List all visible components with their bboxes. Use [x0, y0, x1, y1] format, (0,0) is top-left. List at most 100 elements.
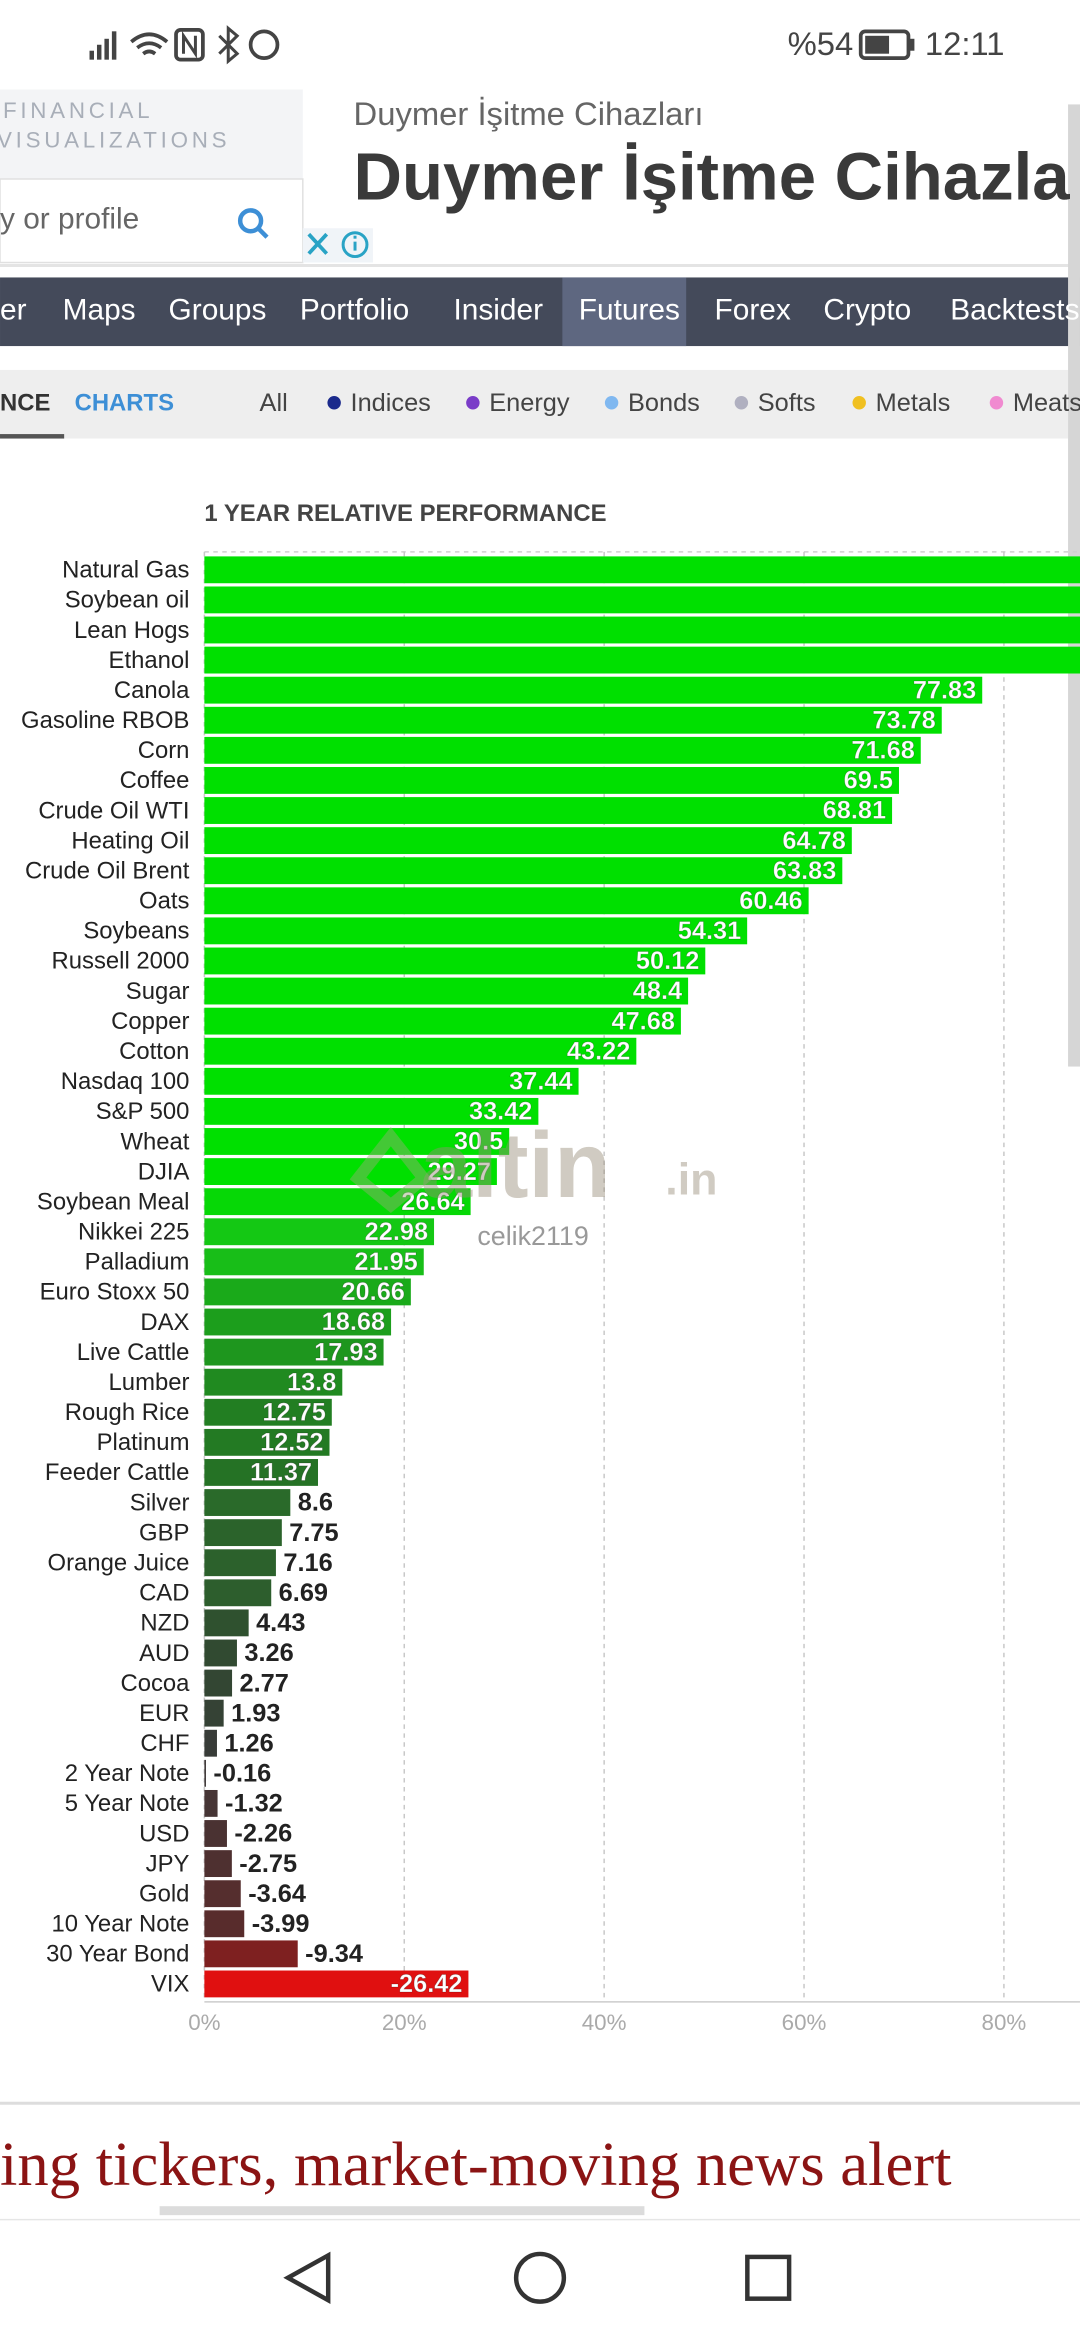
category-label: Heating Oil — [71, 827, 189, 854]
category-label: Crude Oil Brent — [25, 857, 190, 884]
bar — [204, 676, 983, 704]
logo-box — [0, 89, 303, 180]
back-button[interactable] — [283, 2251, 331, 2304]
filter[interactable]: Energy — [489, 389, 570, 417]
value-label: 2.77 — [240, 1669, 289, 1697]
value-label: 69.5 — [844, 767, 893, 795]
recents-button[interactable] — [745, 2254, 792, 2301]
filter[interactable]: Softs — [758, 389, 816, 417]
tab[interactable]: NCE — [0, 390, 50, 417]
bar — [204, 1428, 330, 1456]
value-label: 11.37 — [250, 1459, 312, 1487]
value-label: 64.78 — [782, 827, 845, 855]
category-label: Gold — [139, 1880, 189, 1907]
category-label: NZD — [140, 1610, 189, 1637]
value-label: 8.6 — [298, 1489, 333, 1517]
nav-item[interactable]: er — [0, 294, 27, 327]
value-label: -2.26 — [234, 1820, 292, 1848]
value-label: -3.99 — [252, 1910, 310, 1938]
category-label: 5 Year Note — [65, 1790, 190, 1817]
bar — [204, 977, 689, 1005]
bar — [204, 1639, 237, 1667]
nav-item[interactable]: Portfolio — [300, 294, 409, 327]
system-nav — [0, 2219, 1080, 2340]
value-label: 1.93 — [231, 1699, 280, 1727]
category-label: Copper — [111, 1008, 189, 1035]
bar — [204, 1338, 384, 1366]
category-label: Live Cattle — [77, 1339, 190, 1366]
value-label: -26.42 — [391, 1970, 463, 1998]
bar — [204, 1308, 392, 1336]
bar — [204, 917, 748, 945]
category-label: EUR — [139, 1700, 189, 1727]
value-label: 43.22 — [567, 1037, 630, 1065]
value-label: 30.5 — [454, 1128, 503, 1156]
search-box[interactable] — [0, 178, 304, 264]
value-label: 7.75 — [289, 1519, 338, 1547]
category-label: Nasdaq 100 — [61, 1068, 190, 1095]
value-label: 29.27 — [428, 1158, 491, 1186]
tab[interactable]: CHARTS — [75, 390, 174, 417]
bar — [204, 1669, 233, 1697]
nav-item[interactable]: Insider — [453, 294, 543, 327]
bar — [204, 1368, 343, 1396]
bar — [204, 1128, 510, 1155]
bar — [204, 1158, 497, 1185]
ad-title: Duymer İşitme Cihazla — [354, 140, 1071, 215]
nav-item[interactable]: Maps — [63, 294, 136, 327]
value-label: 73.78 — [872, 706, 935, 734]
filter[interactable]: Metals — [876, 389, 951, 417]
filter-dot — [604, 396, 619, 410]
bar — [204, 556, 1080, 584]
bar — [204, 1188, 471, 1216]
category-label: Euro Stoxx 50 — [40, 1279, 190, 1306]
category-label: Cotton — [119, 1038, 189, 1065]
ad-controls[interactable] — [302, 228, 373, 263]
bar — [204, 1218, 435, 1246]
value-label: 12.52 — [260, 1429, 323, 1457]
category-label: Feeder Cattle — [45, 1459, 190, 1486]
category-label: CAD — [139, 1580, 189, 1607]
category-label: Sugar — [126, 978, 190, 1005]
nav-item[interactable]: Futures — [579, 294, 680, 327]
category-label: Corn — [138, 737, 190, 764]
bar — [204, 1067, 579, 1095]
nav-item[interactable]: Backtests — [950, 294, 1079, 327]
category-label: DJIA — [138, 1158, 190, 1185]
bar — [204, 1459, 319, 1486]
filter[interactable]: Bonds — [628, 389, 700, 417]
filter[interactable]: Meats — [1013, 389, 1080, 417]
category-label: Lumber — [109, 1369, 190, 1396]
value-label: -1.32 — [225, 1790, 283, 1818]
category-label: Wheat — [120, 1128, 189, 1155]
search-icon[interactable] — [237, 208, 269, 239]
value-label: -0.16 — [213, 1760, 271, 1788]
chart-title: 1 YEAR RELATIVE PERFORMANCE — [204, 500, 606, 527]
value-label: 17.93 — [314, 1338, 377, 1366]
category-label: Soybeans — [83, 918, 189, 945]
filter-dot — [989, 396, 1004, 410]
category-label: Platinum — [97, 1429, 190, 1456]
category-label: Gasoline RBOB — [21, 707, 189, 734]
nav-item[interactable]: Forex — [715, 294, 791, 327]
nav-item[interactable]: Crypto — [823, 294, 911, 327]
value-label: 1.26 — [224, 1729, 273, 1757]
value-label: 33.42 — [469, 1098, 532, 1126]
category-label: USD — [139, 1820, 189, 1847]
nav-item[interactable]: Groups — [169, 294, 267, 327]
value-label: 7.16 — [283, 1549, 332, 1577]
battery-level: %54 — [788, 25, 854, 62]
filter[interactable]: All — [260, 389, 288, 417]
bar — [204, 1609, 249, 1637]
filter-dot — [852, 396, 866, 410]
x-tick-label: 40% — [582, 2010, 627, 2035]
category-label: JPY — [146, 1850, 190, 1877]
category-label: Oats — [139, 888, 189, 915]
category-label: Palladium — [85, 1249, 190, 1276]
bar — [204, 797, 893, 824]
value-label: 3.26 — [244, 1639, 293, 1667]
filter[interactable]: Indices — [351, 389, 431, 417]
bar — [204, 1278, 411, 1306]
home-button[interactable] — [513, 2251, 567, 2304]
